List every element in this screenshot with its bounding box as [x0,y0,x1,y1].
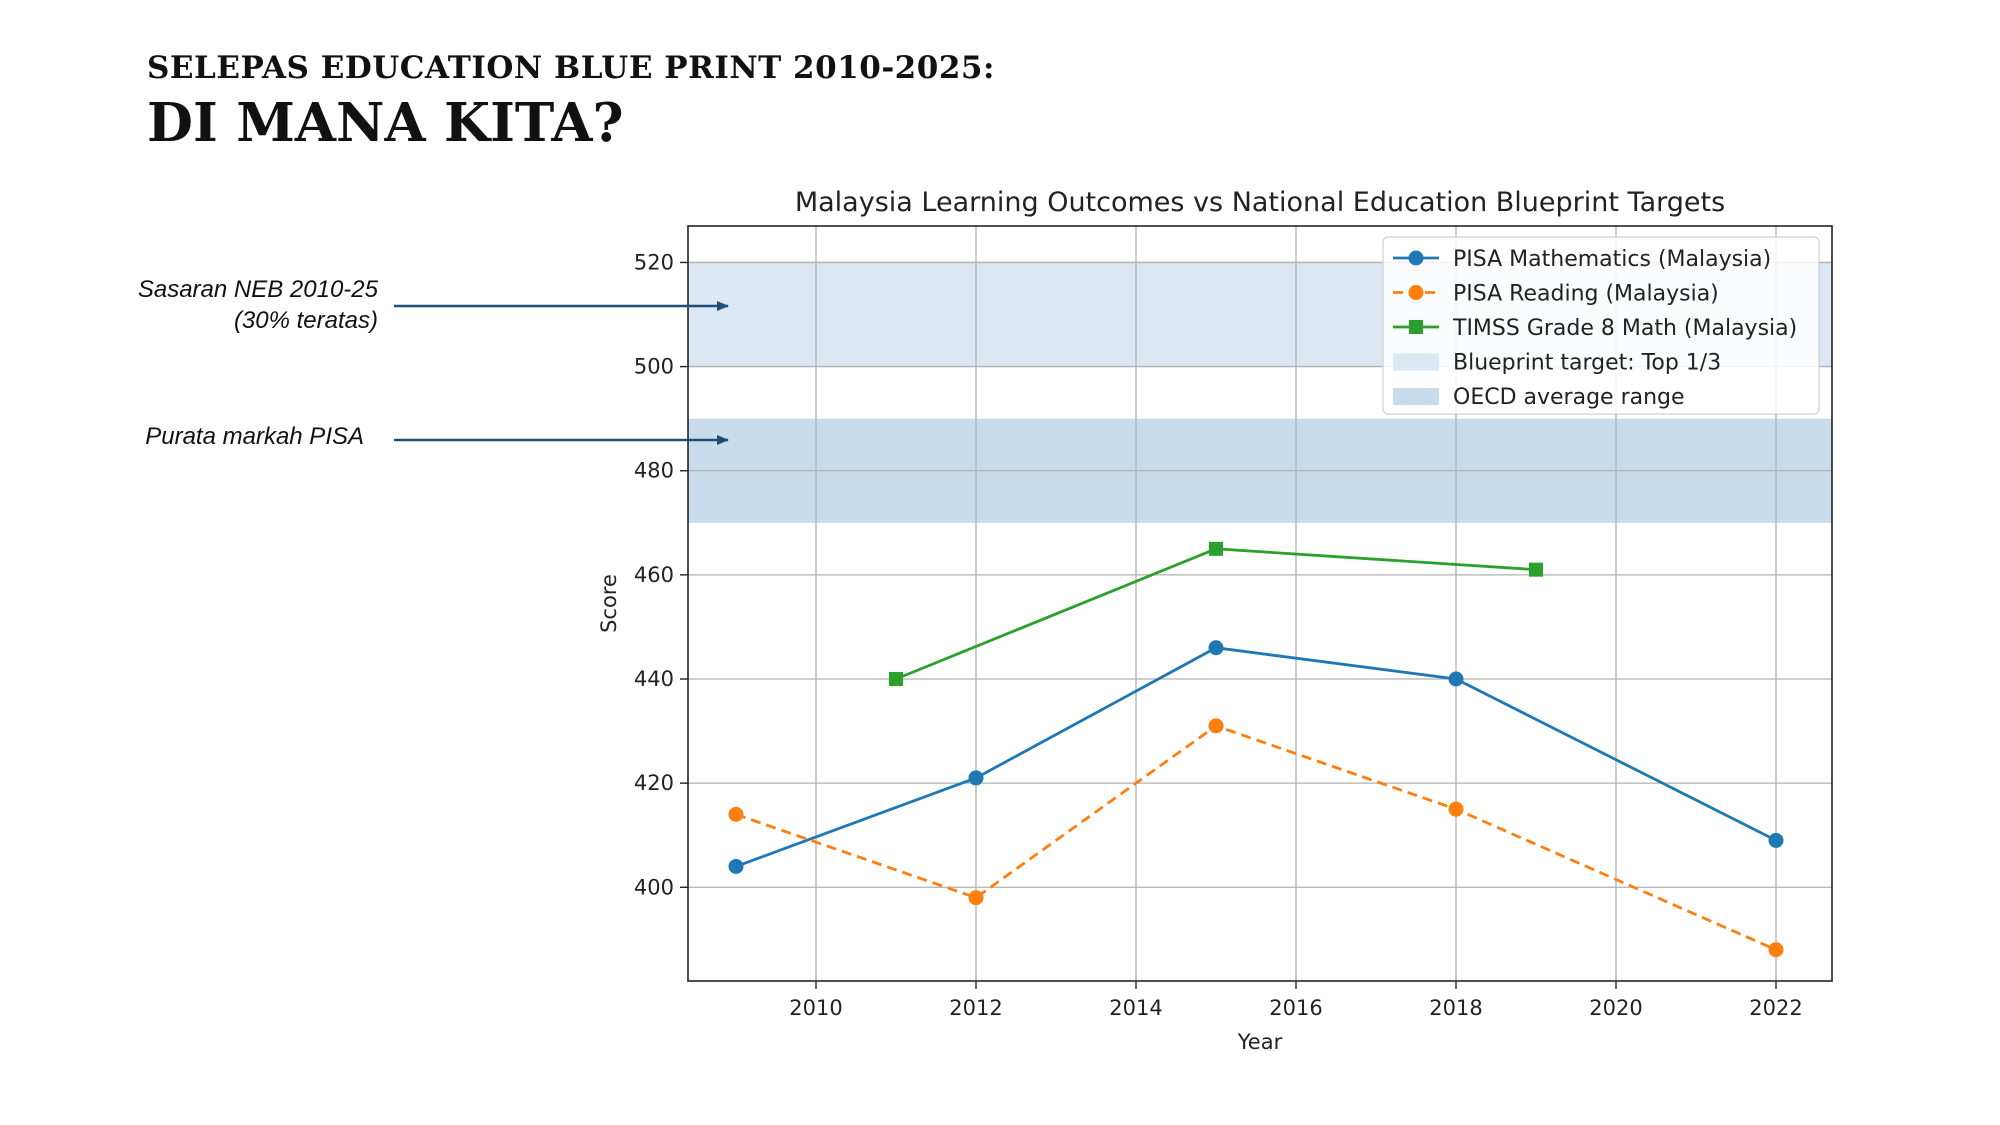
y-tick-label: 440 [634,667,674,691]
legend-label: PISA Reading (Malaysia) [1453,282,1719,307]
y-tick-label: 400 [634,875,674,899]
legend-box [1382,236,1820,415]
legend-label: OECD average range [1453,385,1685,410]
data-point [728,806,744,822]
data-point [1209,541,1223,556]
chart-title: Malaysia Learning Outcomes vs National E… [795,187,1725,218]
legend-label: PISA Mathematics (Malaysia) [1453,247,1771,272]
y-tick-label: 480 [634,459,674,483]
data-point [968,890,984,906]
ticks-layer: 2010 2012 2014 2016 2018 2020 2022 400 420 440 460… [634,250,1803,1020]
annotation-avg: Purata markah PISA [145,423,364,450]
legend-label: Blueprint target: Top 1/3 [1453,351,1721,376]
data-point [1768,832,1784,848]
legend-swatch [1393,353,1439,371]
series-line-2 [895,547,1537,681]
y-tick-label: 500 [634,355,674,379]
x-tick-label: 2014 [1109,996,1162,1020]
legend-marker [1408,285,1424,300]
legend-swatch [1393,388,1439,405]
data-point [1529,562,1543,577]
data-point [1768,942,1784,958]
y-tick-label: 460 [634,563,674,587]
x-tick-label: 2020 [1589,996,1642,1020]
legend-marker [1408,250,1424,266]
x-tick-label: 2016 [1269,996,1322,1020]
annotation-target-line2: (30% teratas) [233,307,378,334]
x-axis-label: Year [1237,1030,1283,1054]
x-tick-label: 2022 [1749,996,1802,1020]
y-tick-label: 520 [634,250,674,274]
data-point [889,672,903,686]
annotation-target-line1: Sasaran NEB 2010-25 [137,276,378,303]
data-point [1208,640,1224,656]
data-point [968,770,984,786]
annotation-target: Sasaran NEB 2010-25 (30% teratas) [0,274,378,336]
legend-label: TIMSS Grade 8 Math (Malaysia) [1452,316,1797,341]
legend-marker [1409,320,1423,334]
y-tick-label: 420 [634,771,674,795]
slide-subtitle: SELEPAS EDUCATION BLUE PRINT 2010-2025: [147,50,995,86]
data-point [1208,718,1224,734]
slide-title: DI MANA KITA? [147,92,624,154]
x-tick-label: 2012 [949,996,1002,1020]
data-point [1448,801,1464,817]
series-line-1 [735,724,1777,952]
data-point [1448,671,1464,687]
annotation-arrows [394,301,729,445]
x-tick-label: 2018 [1429,996,1482,1020]
legend: PISA Mathematics (Malaysia) PISA Reading … [1382,236,1820,415]
series-layer [728,541,1784,958]
x-tick-label: 2010 [789,996,842,1020]
slide-title-block: SELEPAS EDUCATION BLUE PRINT 2010-2025: … [147,46,995,156]
plot-frame [687,225,1833,982]
data-point [728,858,744,874]
y-axis-label: Score [597,574,621,633]
